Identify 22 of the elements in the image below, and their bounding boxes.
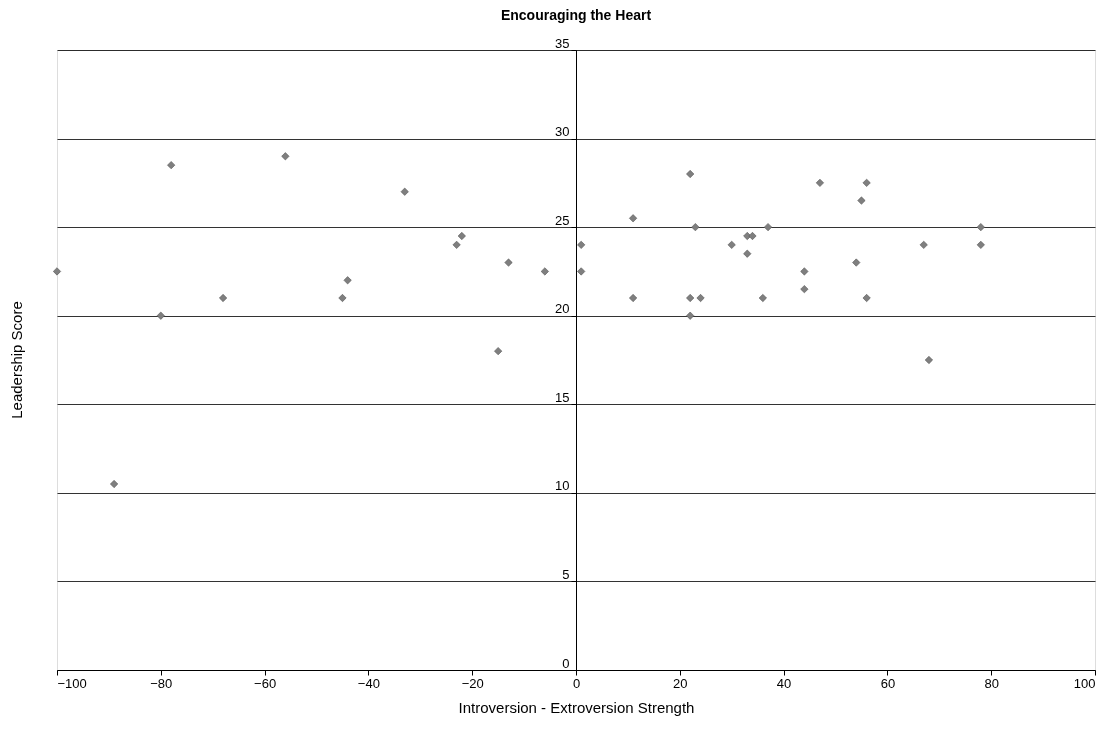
x-tick-label: 60 [880,675,896,691]
chart-title: Encouraging the Heart [500,7,652,23]
x-tick-label: 100 [1073,675,1096,691]
x-tick-label: −100 [57,675,87,691]
x-tick-label: −80 [150,675,173,691]
x-tick-label: 80 [984,675,999,691]
x-tick-label: −40 [357,675,380,691]
y-tick-label: 10 [555,478,570,494]
y-tick-label: 5 [562,566,570,582]
y-tick-label: 35 [555,35,570,51]
x-tick-label: 40 [776,675,792,691]
x-tick-label: −60 [254,675,277,691]
x-tick-label: 0 [572,675,581,691]
y-tick-label: 25 [555,212,570,228]
y-tick-label: 30 [555,124,570,140]
x-tick-label: 20 [673,675,688,691]
x-axis-title: Introversion - Extroversion Strength [458,698,695,716]
y-tick-label: 20 [555,301,570,317]
x-tick-label: −20 [461,675,484,691]
y-axis-title: Leadership Score [8,301,25,419]
y-tick-label: 0 [562,655,570,671]
y-tick-label: 15 [555,389,570,405]
